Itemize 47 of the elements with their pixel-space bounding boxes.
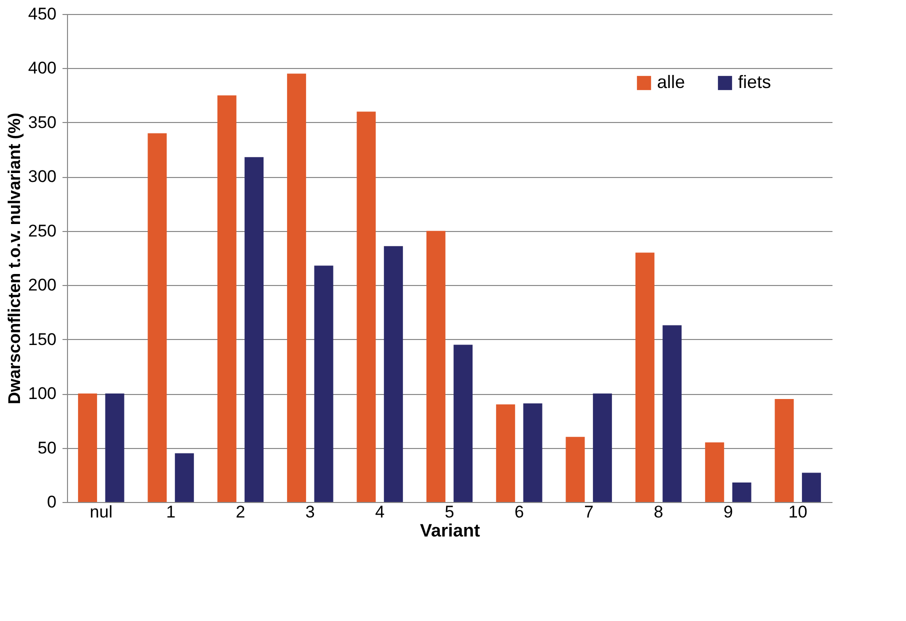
bar [662,325,682,502]
bar [426,230,446,502]
y-tick-label: 50 [38,438,56,458]
y-axis-title: Dwarsconflicten t.o.v. nulvariant (%) [5,112,24,404]
bar [496,404,516,502]
x-tick-label: 4 [375,502,385,522]
bar [635,252,654,502]
y-tick-label: 450 [28,4,56,24]
y-tick-label: 200 [28,276,56,295]
bar [78,394,98,502]
legend-label: fiets [738,72,772,92]
x-tick-label: 3 [305,502,315,522]
bar [217,95,236,502]
bar [244,157,264,502]
bar [566,436,585,502]
bar [287,74,306,502]
x-axis-title: Variant [420,520,480,540]
x-tick-label: 2 [236,502,246,522]
y-tick-label: 350 [28,112,56,132]
y-tick-label: 300 [28,167,56,186]
bar [314,266,334,502]
x-tick-label: 8 [654,502,664,522]
x-tick-label: 6 [514,502,524,522]
y-tick-label: 0 [47,492,56,512]
x-tick-label: nul [90,502,112,522]
bar [174,453,194,502]
x-tick-label: 7 [584,502,594,522]
y-tick-label: 150 [28,330,56,349]
bar [732,482,752,502]
x-tick-label: 10 [788,502,808,522]
y-tick-label: 250 [28,221,56,240]
bar [454,344,473,502]
x-tick-label: 9 [723,502,733,522]
bar [356,112,376,502]
legend-label: alle [657,72,686,92]
y-tick-label: 400 [28,58,56,78]
bar [384,246,403,502]
y-tick-label: 100 [28,384,56,404]
bar [774,398,794,502]
bar [705,442,724,502]
x-tick-label: 1 [166,502,176,522]
bar [523,403,542,502]
bar [802,472,821,502]
x-tick-label: 5 [444,502,454,522]
bar [105,394,124,502]
bar [148,133,167,502]
bar [592,394,612,502]
